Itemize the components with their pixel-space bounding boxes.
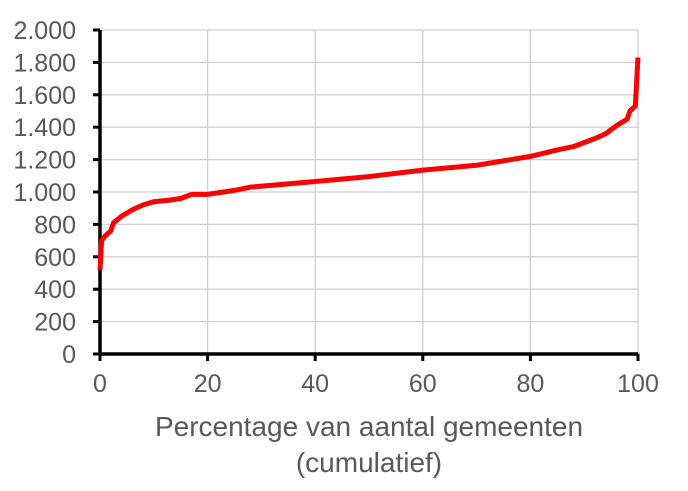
y-tick-label: 0 xyxy=(62,341,76,369)
y-tick-label: 800 xyxy=(34,211,76,239)
x-tick-label: 40 xyxy=(301,370,329,398)
x-axis-label-line2: (cumulatief) xyxy=(296,447,442,478)
grid xyxy=(100,29,639,354)
x-tick-label: 20 xyxy=(194,370,222,398)
y-tick-label: 2.000 xyxy=(13,17,76,45)
y-tick-label: 1.400 xyxy=(13,114,76,142)
axes xyxy=(93,28,640,361)
y-tick-label: 200 xyxy=(34,309,76,337)
x-tick-label: 100 xyxy=(617,370,659,398)
series-line xyxy=(97,57,641,270)
y-tick-label: 1.000 xyxy=(13,179,76,207)
y-tick-label: 600 xyxy=(34,244,76,272)
x-tick-label: 80 xyxy=(516,370,544,398)
x-axis-label: Percentage van aantal gemeenten xyxy=(155,411,583,442)
x-tick-labels: 0 20 40 60 80 100 xyxy=(93,370,659,398)
x-tick-label: 0 xyxy=(93,370,107,398)
y-tick-labels: 0 200 400 600 800 1.000 1.200 1.400 1.600 1.800 2.… xyxy=(13,17,76,369)
y-tick-label: 1.800 xyxy=(13,49,76,77)
y-tick-label: 1.600 xyxy=(13,82,76,110)
y-tick-label: 1.200 xyxy=(13,147,76,175)
y-tick-label: 400 xyxy=(34,276,76,304)
x-tick-label: 60 xyxy=(409,370,437,398)
